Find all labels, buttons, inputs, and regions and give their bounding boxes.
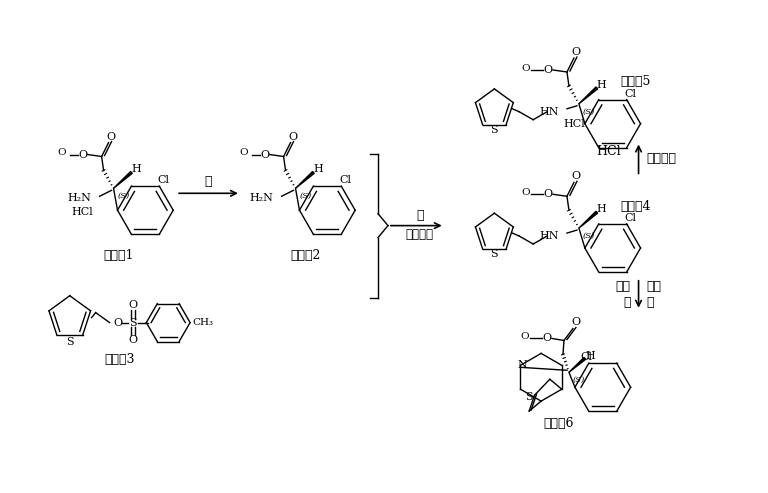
Text: Cl: Cl: [157, 175, 169, 185]
Text: 化合物3: 化合物3: [104, 353, 134, 366]
Text: O: O: [571, 317, 581, 326]
Text: (S): (S): [118, 192, 130, 200]
Text: HCl: HCl: [72, 207, 94, 217]
Text: O: O: [106, 132, 115, 141]
Text: 酸化成盐: 酸化成盐: [647, 152, 677, 166]
Text: (S): (S): [583, 232, 595, 240]
Text: S: S: [130, 317, 137, 327]
Text: CH₃: CH₃: [192, 318, 213, 327]
Text: 化合物6: 化合物6: [544, 418, 574, 430]
Text: H: H: [597, 204, 607, 214]
Text: O: O: [78, 149, 88, 160]
Text: O: O: [260, 149, 270, 160]
Text: (S): (S): [300, 192, 312, 200]
Text: 化合物4: 化合物4: [621, 200, 651, 212]
Text: (S): (S): [573, 376, 585, 384]
Text: O: O: [58, 148, 66, 157]
Text: 环: 环: [647, 296, 654, 309]
Text: S: S: [491, 125, 498, 135]
Text: 酸: 酸: [623, 296, 631, 309]
Text: (S): (S): [583, 108, 595, 116]
Text: HN: HN: [539, 107, 559, 117]
Text: Cl: Cl: [624, 213, 637, 223]
Text: N: N: [518, 360, 528, 370]
Text: O: O: [129, 300, 138, 310]
Text: Cl: Cl: [624, 89, 637, 99]
Text: O: O: [571, 172, 581, 181]
Text: 甲醛: 甲醛: [616, 280, 631, 293]
Text: O: O: [544, 65, 553, 75]
Text: 化合物1: 化合物1: [103, 249, 134, 262]
Polygon shape: [569, 357, 586, 372]
Text: O: O: [571, 47, 581, 57]
Text: O: O: [288, 132, 297, 141]
Text: 化合物5: 化合物5: [621, 75, 651, 88]
Text: O: O: [240, 148, 248, 157]
Text: H: H: [597, 80, 607, 90]
Text: S: S: [491, 249, 498, 259]
Text: O: O: [129, 335, 138, 346]
Text: 缩合: 缩合: [647, 280, 661, 293]
Text: HN: HN: [539, 231, 559, 241]
Text: O: O: [113, 317, 122, 327]
Text: H: H: [313, 165, 323, 175]
Text: O: O: [521, 188, 529, 197]
Text: H₂N: H₂N: [250, 193, 273, 203]
Polygon shape: [579, 211, 598, 228]
Polygon shape: [114, 172, 132, 188]
Text: Cl: Cl: [581, 352, 593, 362]
Text: HCl: HCl: [563, 119, 584, 129]
Text: 化合物2: 化合物2: [290, 249, 320, 262]
Text: 碱: 碱: [204, 175, 212, 188]
Text: H: H: [131, 165, 141, 175]
Text: O: O: [520, 332, 528, 341]
Text: S: S: [66, 337, 74, 347]
Polygon shape: [579, 87, 598, 104]
Text: O: O: [542, 333, 551, 344]
Text: H: H: [585, 352, 594, 361]
Polygon shape: [296, 172, 314, 188]
Text: H₂N: H₂N: [68, 193, 91, 203]
Text: O: O: [544, 189, 553, 199]
Text: S: S: [525, 392, 532, 402]
Text: Cl: Cl: [339, 175, 351, 185]
Text: 碱: 碱: [416, 209, 423, 222]
Text: HCl: HCl: [596, 144, 621, 158]
Text: O: O: [521, 64, 529, 72]
Text: 亲核取代: 亲核取代: [406, 228, 434, 241]
